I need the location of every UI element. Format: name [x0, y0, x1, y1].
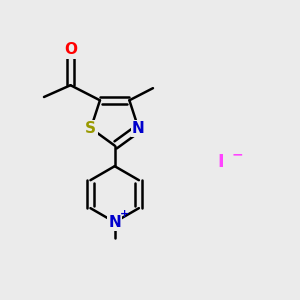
Text: N: N	[108, 214, 121, 230]
Text: O: O	[64, 42, 77, 57]
Text: S: S	[85, 121, 96, 136]
Text: −: −	[231, 147, 243, 161]
Text: N: N	[132, 121, 145, 136]
Text: I: I	[218, 153, 224, 171]
Text: +: +	[120, 209, 130, 219]
